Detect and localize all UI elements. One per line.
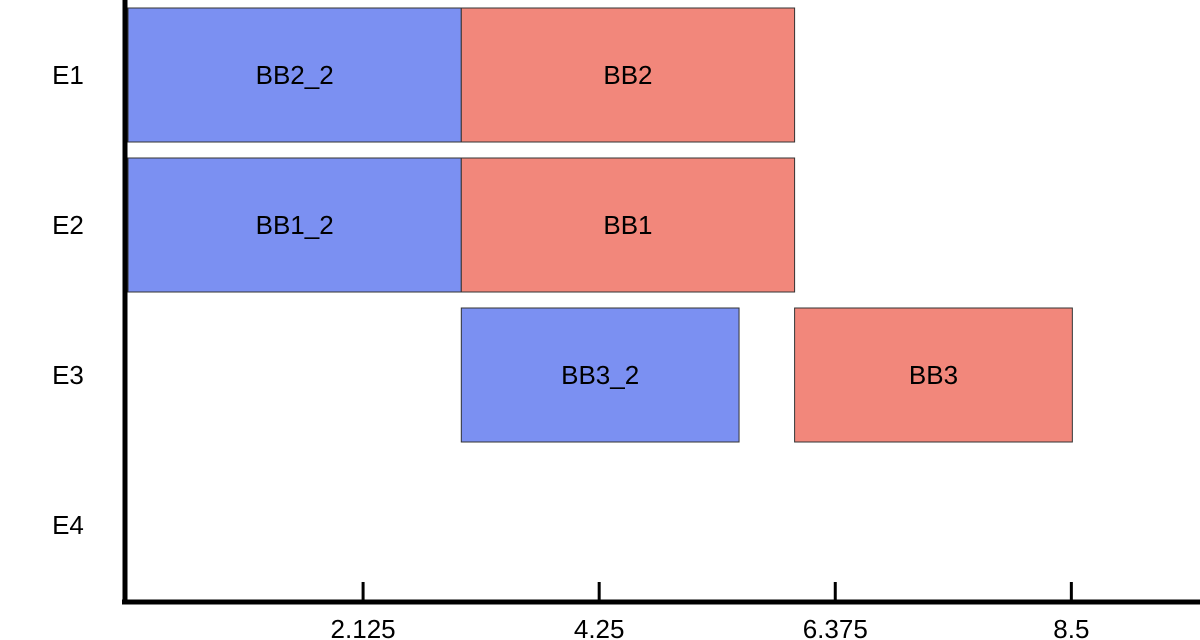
- x-tick-label: 4.25: [574, 614, 625, 640]
- x-tick-label: 2.125: [331, 614, 396, 640]
- bar-bb3: BB3: [794, 307, 1073, 443]
- bar-label: BB1: [603, 210, 652, 240]
- axes: [122, 0, 1200, 605]
- bar-label: BB3_2: [561, 360, 639, 390]
- bar-bb3-2: BB3_2: [460, 307, 740, 443]
- row-label-e1: E1: [52, 60, 84, 90]
- row-label-e2: E2: [52, 210, 84, 240]
- bar-rect: [460, 7, 796, 143]
- bar-bb1-2: BB1_2: [127, 157, 462, 293]
- bar-label: BB1_2: [256, 210, 334, 240]
- row-label-e4: E4: [52, 510, 84, 540]
- x-tick-label: 8.5: [1053, 614, 1089, 640]
- row-label-e3: E3: [52, 360, 84, 390]
- x-tick-label: 6.375: [803, 614, 868, 640]
- bar-rect: [794, 307, 1073, 443]
- x-ticks: 2.125 4.25 6.375 8.5: [331, 582, 1089, 640]
- bar-label: BB3: [909, 360, 958, 390]
- row-labels: E1 E2 E3 E4: [52, 60, 84, 540]
- bar-bb2: BB2: [460, 7, 796, 143]
- bars: BB2_2 BB2 BB1_2 BB1 BB3_2 BB3: [127, 7, 1073, 443]
- bar-rect: [127, 157, 462, 293]
- bar-label: BB2_2: [256, 60, 334, 90]
- bar-rect: [460, 157, 796, 293]
- bar-bb2-2: BB2_2: [127, 7, 462, 143]
- bar-rect: [127, 7, 462, 143]
- bar-bb1: BB1: [460, 157, 796, 293]
- bar-label: BB2: [603, 60, 652, 90]
- bar-rect: [460, 307, 740, 443]
